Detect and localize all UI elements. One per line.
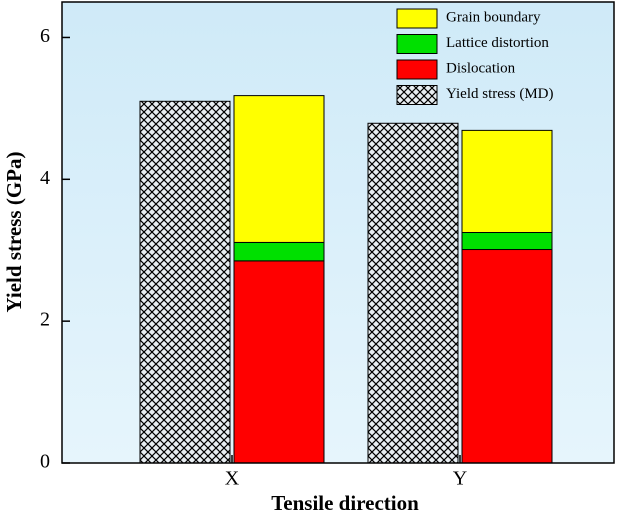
y-tick-label: 6	[40, 25, 50, 47]
bar	[139, 100, 231, 464]
x-tick-label: X	[225, 468, 240, 490]
legend-swatch	[396, 59, 438, 80]
x-axis-title: Tensile direction	[271, 491, 419, 515]
legend-label: Grain boundary	[446, 9, 541, 25]
legend-swatch	[396, 8, 438, 29]
bar-segment	[233, 260, 325, 464]
x-tick-label: Y	[453, 468, 467, 490]
bar-segment	[461, 129, 553, 234]
legend-swatch	[396, 85, 438, 105]
y-tick-label: 2	[40, 309, 50, 331]
y-tick-label: 4	[40, 167, 50, 189]
legend-label: Yield stress (MD)	[446, 86, 554, 102]
legend-swatch	[396, 34, 438, 54]
bar	[367, 122, 459, 464]
bar-segment	[461, 232, 553, 251]
bar-segment	[233, 241, 325, 262]
bar-segment	[233, 95, 325, 243]
y-axis-title: Yield stress (GPa)	[2, 152, 26, 313]
plot-frame	[61, 1, 615, 464]
y-tick-label: 0	[40, 451, 50, 473]
legend-label: Lattice distortion	[446, 35, 549, 51]
bar-segment	[461, 249, 553, 464]
legend-label: Dislocation	[446, 60, 516, 76]
